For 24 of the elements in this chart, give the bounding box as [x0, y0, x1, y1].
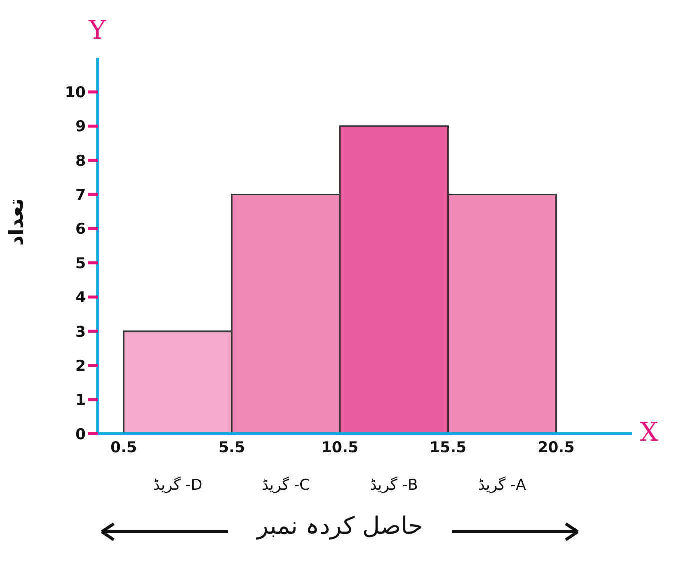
x-tick-label: 15.5	[430, 438, 467, 457]
text: X	[640, 418, 659, 448]
x-tick-label: 5.5	[218, 438, 246, 457]
text: گریڈ -D	[152, 476, 204, 494]
y-tick-label: 1	[76, 391, 86, 410]
y-tick-label: 2	[76, 356, 86, 375]
x-axis-title: حاصل کردہ نمبر	[255, 512, 424, 540]
text: Y	[89, 16, 106, 46]
text: گریڈ -B	[369, 476, 420, 494]
y-tick-label: 5	[76, 254, 86, 272]
x-tick-label: 10.5	[322, 438, 359, 457]
y-tick-label: 7	[76, 186, 86, 204]
y-axis-title: تعداد	[4, 198, 28, 246]
text: گریڈ -C	[261, 476, 312, 494]
y-tick-label: 0	[76, 425, 86, 444]
y-tick-label: 8	[76, 152, 86, 170]
y-tick-label: 4	[76, 288, 86, 307]
y-tick-label: 3	[76, 322, 86, 341]
y-tick-label: 10	[65, 84, 86, 102]
y-tick-label: 6	[76, 220, 86, 238]
y-tick-label: 9	[76, 118, 86, 136]
x-tick-label: 0.5	[110, 438, 138, 457]
text: گریڈ -A	[477, 476, 528, 494]
x-tick-label: 20.5	[538, 438, 575, 457]
